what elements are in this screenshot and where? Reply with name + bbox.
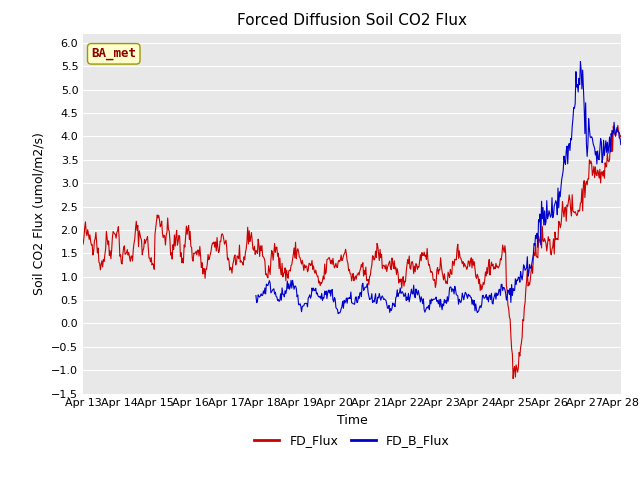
Y-axis label: Soil CO2 Flux (umol/m2/s): Soil CO2 Flux (umol/m2/s) (33, 132, 46, 295)
X-axis label: Time: Time (337, 414, 367, 427)
Legend: FD_Flux, FD_B_Flux: FD_Flux, FD_B_Flux (250, 429, 454, 452)
Title: Forced Diffusion Soil CO2 Flux: Forced Diffusion Soil CO2 Flux (237, 13, 467, 28)
Text: BA_met: BA_met (92, 48, 136, 60)
